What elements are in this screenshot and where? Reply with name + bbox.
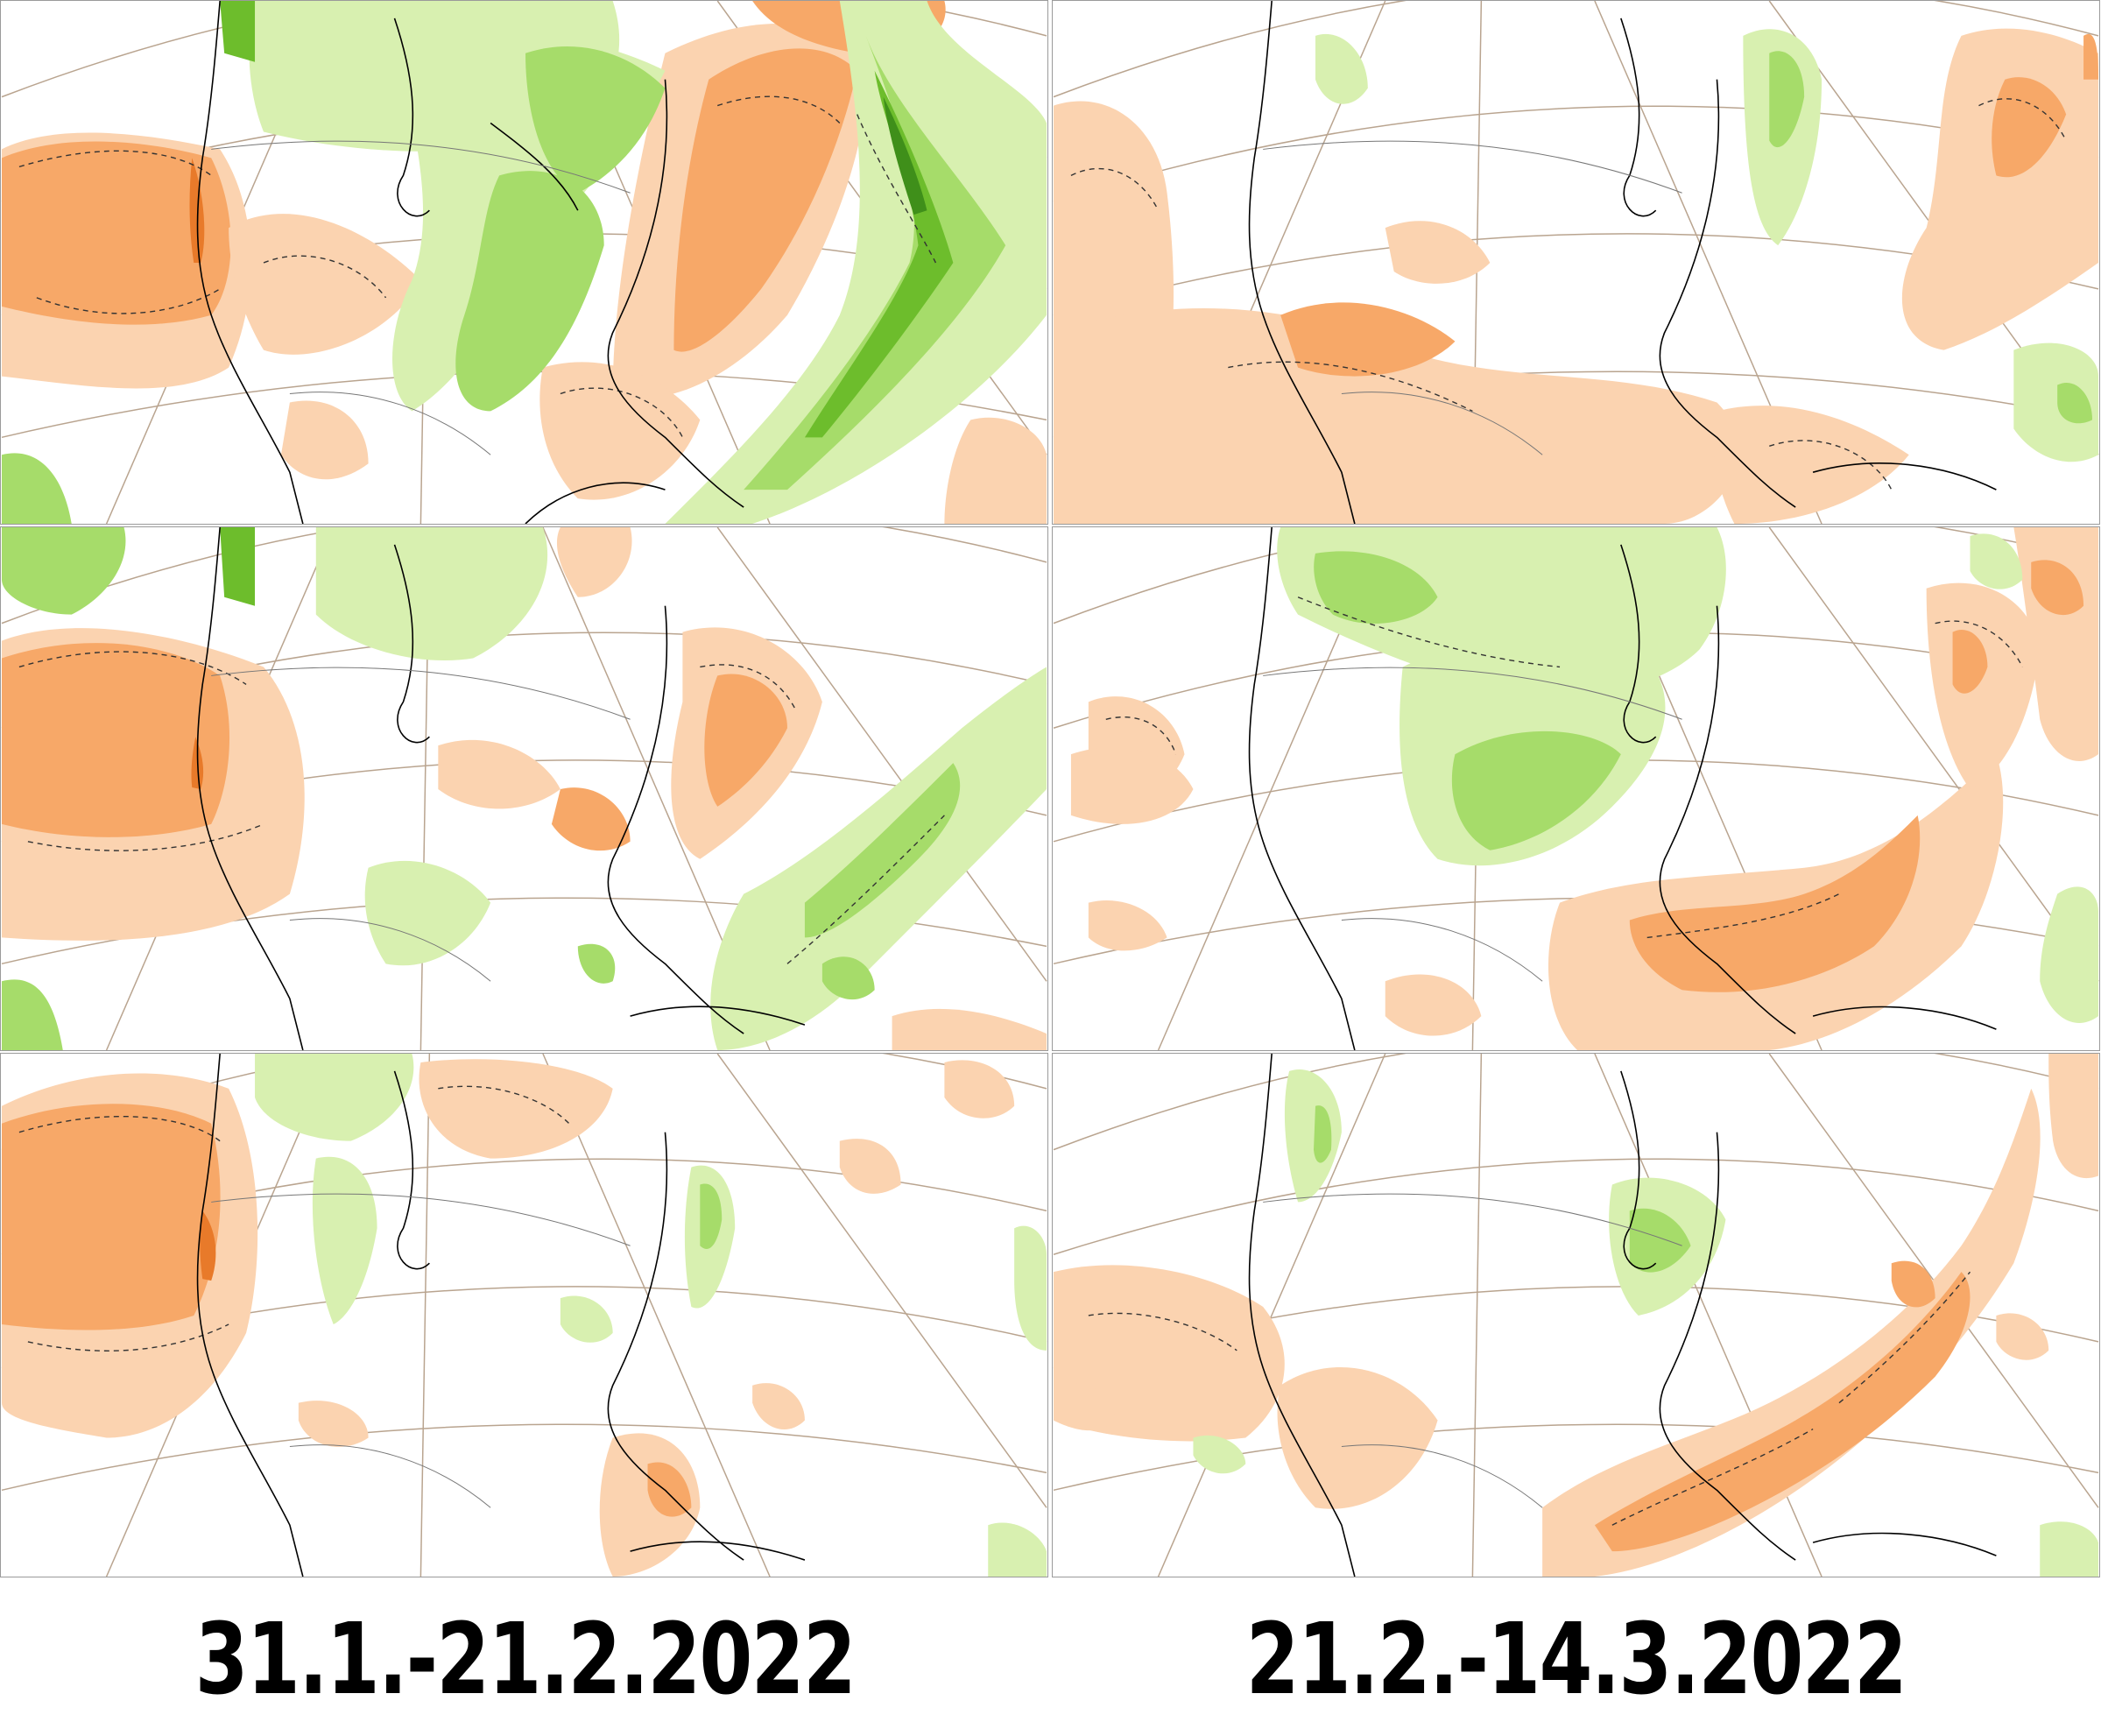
map-panel-r2-c2 — [1052, 526, 2100, 1051]
wet-anomaly-regions — [1193, 1069, 2099, 1577]
period-caption-left: 31.1.-21.2.2022 — [194, 1603, 857, 1717]
anomaly-map-r1-c1 — [1, 1, 1047, 524]
dry-anomaly-regions — [1053, 28, 2099, 524]
dry-anomaly-regions — [1, 1059, 1015, 1577]
political-borders — [1263, 140, 1682, 455]
map-grid — [0, 0, 2100, 1577]
political-borders — [211, 1193, 631, 1508]
contour-lines — [18, 651, 945, 964]
dry-anomaly-regions — [1, 527, 1047, 1050]
map-panel-r1-c2 — [1052, 0, 2100, 525]
contour-lines — [18, 95, 937, 438]
coastlines — [1248, 1054, 1997, 1577]
map-panel-r3-c1 — [0, 1053, 1048, 1577]
dry-anomaly-regions — [1, 1, 1047, 524]
political-borders — [211, 140, 631, 455]
anomaly-map-r2-c1 — [1, 527, 1047, 1050]
anomaly-map-r3-c2 — [1053, 1054, 2099, 1577]
wet-anomaly-regions — [1, 527, 1047, 1050]
coastlines — [196, 1054, 806, 1577]
dry-anomaly-regions — [1070, 527, 2099, 1050]
contour-lines — [18, 1085, 570, 1351]
anomaly-map-r1-c2 — [1053, 1, 2099, 524]
anomaly-map-r2-c2 — [1053, 527, 2099, 1050]
wet-anomaly-regions — [1, 1, 1047, 524]
contour-lines — [1088, 1271, 1971, 1526]
contour-lines — [1105, 596, 2023, 939]
wet-anomaly-regions — [255, 1054, 1047, 1577]
wet-anomaly-regions — [1315, 29, 2099, 462]
anomaly-map-r3-c1 — [1, 1054, 1047, 1577]
political-borders — [1263, 667, 1682, 982]
coastlines — [196, 527, 806, 1050]
political-borders — [211, 667, 631, 982]
dry-anomaly-regions — [1053, 1054, 2099, 1577]
map-panel-r3-c2 — [1052, 1053, 2100, 1577]
contour-lines — [1070, 98, 2067, 490]
coastlines — [196, 1, 744, 524]
period-caption-right: 21.2.-14.3.2022 — [1245, 1603, 1907, 1717]
coastlines — [1248, 1, 1997, 524]
map-panel-r1-c1 — [0, 0, 1048, 525]
political-borders — [1263, 1193, 1682, 1508]
map-panel-r2-c1 — [0, 526, 1048, 1051]
coastlines — [1248, 527, 1997, 1050]
wet-anomaly-regions — [1277, 527, 2099, 1023]
